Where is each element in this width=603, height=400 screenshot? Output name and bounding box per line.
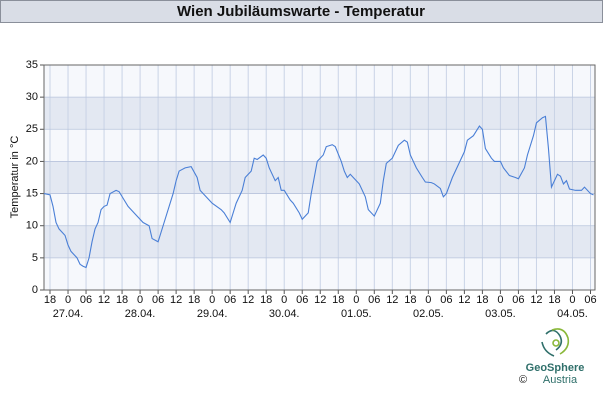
logo-mark [552, 339, 560, 347]
plot-area: 18 0 06 12 18 0 06 12 18 0 06 12 18 0 06 12 18 0 06 12 18 0 06… [26, 59, 597, 320]
x-tick-label: 12 [530, 294, 542, 306]
y-tick-label: 25 [26, 123, 38, 135]
y-tick-label: 15 [26, 187, 38, 199]
x-tick-label: 06 [584, 294, 596, 306]
plot-border [43, 64, 596, 291]
y-tick-label: 35 [26, 59, 38, 71]
x-date-label: 04.05. [557, 308, 588, 320]
x-date-label: 03.05. [485, 308, 516, 320]
x-tick-label: 18 [332, 294, 344, 306]
x-tick-label: 06 [80, 294, 92, 306]
logo-sub: Austria [543, 374, 578, 386]
x-tick-label: 06 [368, 294, 380, 306]
y-tick-label: 20 [26, 155, 38, 167]
x-tick-label: 06 [512, 294, 524, 306]
x-tick-label: 0 [281, 294, 287, 306]
x-tick-label: 18 [548, 294, 560, 306]
x-date-label: 30.04. [269, 308, 300, 320]
y-tick-label: 0 [32, 284, 38, 296]
x-tick-label: 0 [353, 294, 359, 306]
y-axis-title: Temperatur in °C [9, 136, 21, 219]
x-tick-label: 18 [44, 294, 56, 306]
x-tick-label: 18 [476, 294, 488, 306]
x-date-label: 02.05. [413, 308, 444, 320]
x-tick-label: 18 [260, 294, 272, 306]
logo-mark [545, 329, 563, 351]
x-tick-label: 0 [137, 294, 143, 306]
x-tick-label: 06 [152, 294, 164, 306]
x-tick-label: 18 [188, 294, 200, 306]
x-date-label: 27.04. [53, 308, 84, 320]
x-tick-label: 0 [497, 294, 503, 306]
grid-band [44, 225, 595, 258]
x-date-label: 28.04. [125, 308, 156, 320]
grid-band [44, 97, 595, 130]
x-tick-label: 0 [425, 294, 431, 306]
logo-mark [551, 328, 570, 355]
y-tick-label: 30 [26, 91, 38, 103]
x-tick-label: 06 [224, 294, 236, 306]
copyright: © [519, 374, 527, 386]
y-tick-label: 5 [32, 252, 38, 264]
y-tick-label: 10 [26, 220, 38, 232]
x-tick-label: 06 [440, 294, 452, 306]
logo-name: GeoSphere [526, 362, 585, 374]
logo [541, 328, 570, 357]
x-tick-label: 0 [569, 294, 575, 306]
x-date-label: 29.04. [197, 308, 228, 320]
x-tick-label: 0 [65, 294, 71, 306]
x-tick-label: 12 [458, 294, 470, 306]
chart-title: Wien Jubiläumswarte - Temperatur [177, 3, 425, 20]
x-tick-label: 12 [242, 294, 254, 306]
x-tick-label: 06 [296, 294, 308, 306]
grid-band [44, 161, 595, 194]
temperature-line [43, 115, 594, 269]
x-tick-label: 12 [314, 294, 326, 306]
x-tick-label: 12 [170, 294, 182, 306]
x-tick-label: 0 [209, 294, 215, 306]
x-date-label: 01.05. [341, 308, 372, 320]
x-tick-label: 18 [404, 294, 416, 306]
x-tick-label: 18 [116, 294, 128, 306]
x-tick-label: 12 [386, 294, 398, 306]
logo-mark [541, 341, 555, 357]
x-tick-label: 12 [98, 294, 110, 306]
